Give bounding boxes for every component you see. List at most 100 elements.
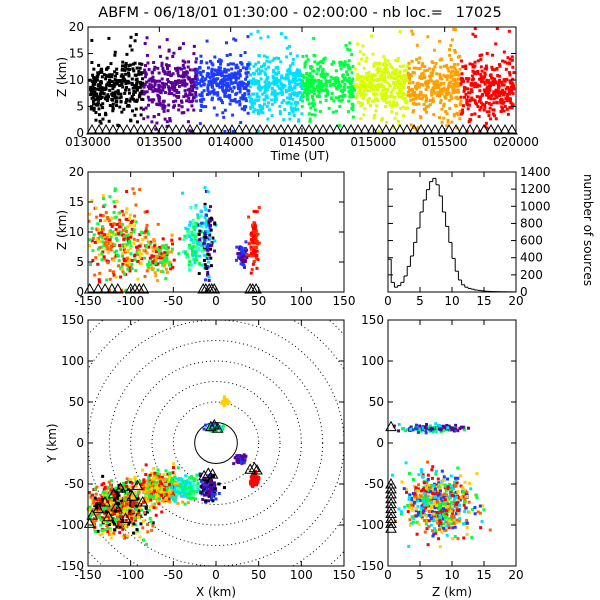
source-point: [484, 100, 488, 104]
source-point: [377, 129, 381, 133]
source-point: [111, 94, 115, 98]
source-point: [289, 71, 293, 75]
source-point: [176, 95, 180, 99]
source-point: [509, 101, 513, 105]
source-point: [229, 75, 233, 79]
source-point: [257, 241, 261, 245]
source-point: [103, 503, 107, 507]
source-point: [341, 94, 345, 98]
source-point: [98, 533, 102, 537]
source-point: [241, 262, 245, 266]
source-point: [97, 278, 101, 282]
source-point: [146, 522, 150, 526]
source-point: [223, 89, 227, 93]
source-point: [183, 60, 187, 64]
source-point: [370, 84, 374, 88]
source-point: [306, 58, 310, 62]
source-point: [438, 58, 442, 62]
source-point: [252, 259, 256, 263]
source-point: [153, 80, 157, 84]
source-point: [301, 54, 305, 58]
source-point: [92, 233, 96, 237]
source-point: [292, 93, 296, 97]
source-point: [137, 250, 141, 254]
source-point: [121, 262, 125, 266]
source-point: [181, 480, 185, 484]
source-point: [289, 102, 293, 106]
source-point: [150, 120, 154, 124]
source-point: [245, 248, 249, 252]
source-point: [165, 486, 169, 490]
source-point: [127, 479, 131, 483]
source-point: [489, 97, 493, 101]
source-point: [380, 85, 384, 89]
source-point: [240, 256, 244, 260]
source-point: [161, 69, 165, 73]
source-point: [101, 233, 105, 237]
source-point: [386, 75, 390, 79]
source-point: [135, 516, 139, 520]
source-point: [185, 99, 189, 103]
source-point: [157, 472, 161, 476]
source-point: [123, 524, 127, 528]
source-point: [226, 84, 230, 88]
source-point: [279, 88, 283, 92]
source-point: [373, 73, 377, 77]
source-point: [135, 528, 139, 532]
y-tick-label: 15: [69, 195, 84, 209]
source-point: [253, 98, 257, 102]
source-point: [237, 460, 241, 464]
source-point: [216, 91, 220, 95]
source-point: [100, 483, 104, 487]
station-marker: [110, 500, 123, 512]
source-point: [298, 82, 302, 86]
source-point: [117, 523, 121, 527]
source-point: [204, 207, 208, 211]
source-point: [197, 488, 201, 492]
source-point: [176, 501, 180, 505]
source-point: [121, 254, 125, 258]
source-point: [334, 96, 338, 100]
source-point: [145, 53, 149, 57]
source-point: [198, 472, 202, 476]
source-point: [205, 256, 209, 260]
source-point: [178, 477, 182, 481]
source-point: [139, 83, 143, 87]
source-point: [247, 60, 251, 64]
source-point: [123, 88, 127, 92]
source-point: [238, 252, 242, 256]
source-point: [425, 110, 429, 114]
source-point: [255, 266, 259, 270]
source-point: [162, 473, 166, 477]
source-point: [200, 230, 204, 234]
source-point: [112, 270, 116, 274]
source-point: [193, 77, 197, 81]
source-point: [204, 423, 208, 427]
source-point: [101, 102, 105, 106]
source-point: [316, 67, 320, 71]
source-point: [363, 86, 367, 90]
source-point: [346, 110, 350, 114]
source-point: [435, 93, 439, 97]
source-point: [210, 483, 214, 487]
source-point: [143, 68, 147, 72]
source-point: [143, 511, 147, 515]
source-point: [204, 105, 208, 109]
source-point: [265, 104, 269, 108]
source-point: [253, 108, 257, 112]
station-marker: [170, 123, 182, 135]
source-point: [271, 58, 275, 62]
station-marker: [492, 123, 504, 135]
source-point: [170, 238, 174, 242]
source-point: [232, 73, 236, 77]
source-point: [207, 72, 211, 76]
source-point: [250, 79, 254, 83]
source-point: [144, 500, 148, 504]
source-point: [116, 496, 120, 500]
source-point: [152, 115, 156, 119]
source-point: [275, 76, 279, 80]
source-point: [431, 67, 435, 71]
source-point: [408, 73, 412, 77]
source-point: [117, 502, 121, 506]
source-point: [200, 225, 204, 229]
